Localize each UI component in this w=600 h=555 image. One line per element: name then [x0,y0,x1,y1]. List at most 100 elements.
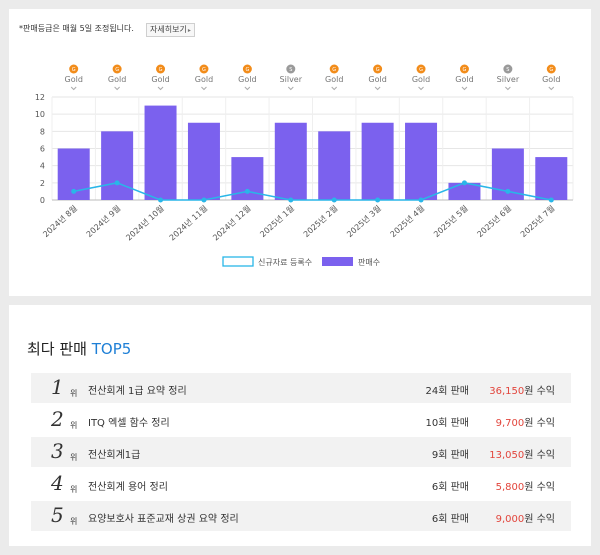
detail-button-label: 자세히보기 [150,25,187,34]
x-tick-label: 2024년 11월 [167,203,209,242]
item-title: 전산회계 1급 요약 정리 [88,386,187,397]
top5-row[interactable]: 3 위 전산회계1급 9회 판매 13,050원 수익 [31,437,571,467]
rank-number: 5 [51,503,64,527]
series-line [73,182,552,201]
x-tick-label: 2025년 4월 [388,203,426,239]
line-point [244,188,250,194]
sales-chart: 0 2 4 6 8 10 12 G Gold G Gold G Gold G Gold G Gold S Silve… [35,64,574,267]
revenue-unit: 원 수익 [524,482,555,493]
chevron-down-icon [418,86,424,91]
revenue: 36,150원 수익 [489,382,555,397]
chevron-down-icon [157,86,164,91]
sales-count: 6회 판매 [431,514,469,525]
item-title: 전산회계 용어 정리 [88,482,168,493]
top5-title-accent: TOP5 [91,340,132,358]
grade-badge-icon [286,64,296,74]
grade-badge-letter: G [72,67,76,73]
revenue-amount: 9,000 [495,514,525,525]
bar [405,122,438,200]
chevron-down-icon [374,86,381,91]
grade-badge-letter: G [332,67,336,73]
y-tick-label: 12 [35,93,45,102]
revenue-amount: 13,050 [489,450,525,461]
bar [187,122,220,200]
x-tick-label: 2024년 9월 [84,203,122,239]
grade-badge-icon [373,64,383,74]
grade-badge-icon [242,64,252,74]
legend-label: 판매수 [358,258,380,267]
rank-number: 2 [51,407,64,431]
grade-label: Silver [497,75,520,84]
line-point [201,197,207,203]
bar [274,122,307,200]
grade-badge-icon [69,64,79,74]
grade-label: Gold [151,75,169,84]
revenue-amount: 5,800 [495,482,525,493]
grade-badge-letter: S [506,67,509,73]
grade-label: Gold [412,75,430,84]
x-tick-label: 2024년 12월 [210,203,252,242]
detail-button[interactable]: 자세히보기▸ [146,23,195,37]
grade-badge-icon [199,64,209,74]
top5-row[interactable]: 5 위 요양보호사 표준교재 상권 요약 정리 6회 판매 9,000원 수익 [31,501,571,531]
y-tick-label: 0 [40,196,45,205]
revenue: 5,800원 수익 [496,478,555,493]
x-tick-label: 2024년 8월 [41,203,79,239]
line-point [505,188,511,194]
chevron-down-icon [287,86,294,91]
grade-badge-letter: G [159,67,163,73]
grade-badge-letter: S [289,67,292,73]
rank-suffix: 위 [70,421,78,430]
grade-badge-letter: G [245,67,249,73]
grade-label: Gold [542,75,560,84]
grade-label: Gold [65,75,83,84]
x-tick-label: 2025년 6월 [475,203,513,239]
grade-label: Gold [108,75,126,84]
grade-badge-letter: G [376,67,380,73]
sales-count: 9회 판매 [431,450,469,461]
x-tick-label: 2025년 3월 [345,203,383,239]
top5-row[interactable]: 4 위 전산회계 용어 정리 6회 판매 5,800원 수익 [31,469,571,499]
chevron-down-icon [331,86,338,91]
rank-number: 3 [51,439,64,463]
item-title: 전산회계1급 [88,450,141,461]
grade-badge-letter: G [419,67,423,73]
top5-title-text: 최다 판매 [27,340,87,358]
revenue-amount: 9,700 [495,418,525,429]
revenue-unit: 원 수익 [524,514,555,525]
revenue-amount: 36,150 [489,386,525,397]
line-point [331,197,337,203]
legend-swatch-bar [322,257,353,266]
legend-label: 신규자료 등록수 [258,258,312,267]
grade-badge-icon [416,64,426,74]
revenue-unit: 원 수익 [524,386,555,397]
x-tick-label: 2024년 10월 [124,203,166,242]
legend-swatch-line [222,256,254,267]
y-tick-label: 2 [40,179,45,188]
sales-count: 6회 판매 [431,482,469,493]
chevron-down-icon [548,86,555,91]
revenue: 13,050원 수익 [489,446,555,461]
chevron-down-icon [70,86,77,91]
grade-badge-icon [459,64,469,74]
grade-badge-icon [329,64,339,74]
sales-count: 10회 판매 [425,418,469,429]
chevron-down-icon [114,86,120,91]
grade-badge-letter: G [115,67,119,73]
line-point [288,197,294,203]
item-title: 요양보호사 표준교재 상권 요약 정리 [88,514,239,525]
item-title: ITQ 엑셀 함수 정리 [88,418,170,429]
bar [101,131,134,200]
bar [535,157,568,200]
grade-badge-letter: G [549,67,553,73]
line-point [375,197,381,203]
grade-label: Gold [368,75,386,84]
sales-count: 24회 판매 [425,386,469,397]
bar [448,182,481,200]
top5-row[interactable]: 2 위 ITQ 엑셀 함수 정리 10회 판매 9,700원 수익 [31,405,571,435]
revenue: 9,000원 수익 [496,510,555,525]
grade-badge-icon [503,64,513,74]
revenue-unit: 원 수익 [524,450,555,461]
top5-row[interactable]: 1 위 전산회계 1급 요약 정리 24회 판매 36,150원 수익 [31,373,571,403]
top5-title: 최다 판매 TOP5 [27,338,131,359]
